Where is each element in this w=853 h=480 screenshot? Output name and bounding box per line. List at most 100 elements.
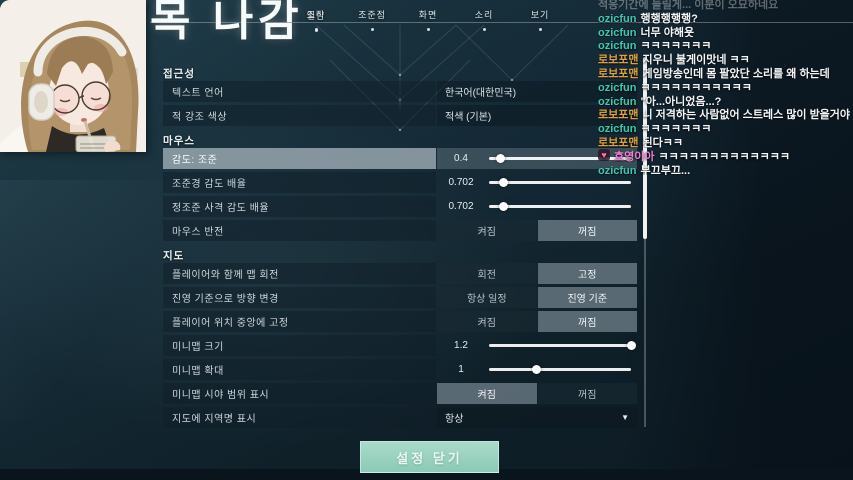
chat-text: 된다ㅋㅋ (642, 136, 683, 148)
slider-handle[interactable] (531, 365, 541, 374)
slider-handle[interactable] (499, 202, 509, 211)
slider-handle[interactable] (496, 154, 506, 163)
setting-row: 지도에 지역명 표시 항상 ▼ (163, 407, 637, 428)
setting-row: 감도: 조준 0.4 (163, 148, 637, 169)
scrollbar-thumb[interactable] (643, 57, 647, 239)
subscriber-heart-badge-icon: ♥ (598, 148, 610, 161)
slider-track[interactable] (489, 365, 631, 374)
slider-value: 0.702 (448, 201, 474, 212)
value-dropdown[interactable]: 항상 ▼ (437, 407, 637, 428)
toggle-option-unselected[interactable]: 꺼짐 (537, 383, 637, 404)
setting-value: 켜짐 꺼짐 (437, 311, 637, 332)
chat-username: 로보포맨 (598, 54, 639, 65)
setting-label: 미니맵 확대 (163, 359, 436, 380)
value-dropdown[interactable]: 한국어(대한민국) (437, 81, 637, 102)
section-header: 접근성 (163, 68, 195, 80)
toggle-option-selected[interactable]: 켜짐 (437, 383, 537, 404)
tab-label: 보기 (530, 10, 550, 20)
setting-row: 마우스 반전 켜짐 꺼짐 (163, 220, 637, 241)
setting-row: 텍스트 언어 한국어(대한민국) (163, 81, 637, 102)
setting-label: 감도: 조준 (163, 148, 436, 169)
tab-item-0[interactable]: 조작 (288, 8, 344, 31)
chat-username: 로보포맨 (598, 67, 639, 79)
setting-row: 플레이어 위치 중앙에 고정 켜짐 꺼짐 (163, 311, 637, 332)
chat-message: ♥ 호영이아 ㅋㅋㅋㅋㅋㅋㅋㅋㅋㅋㅋㅋㅋ (598, 148, 853, 162)
chat-message: ozicfun ㅋㅋㅋㅋㅋㅋㅋ (598, 120, 853, 134)
chat-username: ozicfun (598, 164, 637, 176)
slider-value: 1.2 (454, 340, 468, 351)
setting-value: 켜짐 꺼짐 (437, 220, 637, 241)
tab-label: 조작 (306, 10, 326, 20)
anime-girl-illustration (0, 0, 146, 152)
setting-value: 회전 고정 (437, 263, 637, 284)
setting-value: 항상 ▼ (437, 407, 637, 428)
toggle-option-selected[interactable]: 꺼짐 (537, 220, 637, 241)
chat-text: 행행행행행? (640, 12, 698, 24)
chat-username: 로보포맨 (598, 136, 639, 148)
toggle-option-selected[interactable]: 진영 기준 (537, 287, 637, 308)
tab-item-1[interactable]: 조준점 (344, 8, 400, 31)
chat-message: ozicfun ㅋㅋㅋㅋㅋㅋㅋㅋㅋㅋㅋ (598, 79, 853, 93)
chat-message: 로보포맨 니 저격하는 사람없어 스트레스 많이 받을거야 (598, 106, 853, 120)
chat-message: ozicfun ㅋㅋㅋㅋㅋㅋㅋ (598, 37, 853, 51)
toggle-option-unselected[interactable]: 회전 (437, 263, 537, 284)
settings-tab-bar: 조작 조준점 화면 소리 보기 (288, 8, 568, 31)
tab-item-3[interactable]: 소리 (456, 8, 512, 31)
chat-message: 로보포맨 지우니 불게이맛네 ㅋㅋ (598, 51, 853, 65)
toggle-option-unselected[interactable]: 켜짐 (437, 311, 537, 332)
setting-row: 정조준 사격 감도 배율 0.702 (163, 196, 637, 217)
setting-label: 정조준 사격 감도 배율 (163, 196, 436, 217)
chat-text: 적응기간에 들릴게... 이분이 오묘하네요 (598, 0, 779, 10)
toggle-option-selected[interactable]: 고정 (537, 263, 637, 284)
toggle-option-unselected[interactable]: 켜짐 (437, 220, 537, 241)
slider-handle[interactable] (499, 178, 509, 187)
tab-indicator-dot (370, 28, 374, 31)
chat-message: ozicfun 너무 야해욧 (598, 24, 853, 38)
setting-label: 조준경 감도 배율 (163, 172, 436, 193)
slider-track[interactable] (489, 178, 631, 187)
tab-label: 소리 (474, 10, 494, 20)
setting-value: 0.702 (437, 196, 637, 217)
chat-message: ozicfun "아...아니었음...? (598, 93, 853, 107)
chat-text: 게임방송인데 몸 팔았단 소리를 왜 하는데 (642, 67, 830, 79)
chat-username: ozicfun (598, 81, 637, 93)
setting-label: 진영 기준으로 방향 변경 (163, 287, 436, 308)
toggle-option-selected[interactable]: 꺼짐 (537, 311, 637, 332)
chat-username: ozicfun (598, 40, 637, 52)
chat-username: ozicfun (598, 95, 637, 107)
setting-value: 한국어(대한민국) (437, 81, 637, 102)
setting-label: 지도에 지역명 표시 (163, 407, 436, 428)
setting-row: 적 강조 색상 적색 (기본) (163, 105, 637, 126)
setting-label: 플레이어 위치 중앙에 고정 (163, 311, 436, 332)
chat-text: 부끄부끄... (640, 164, 691, 176)
chat-text: ㅋㅋㅋㅋㅋㅋㅋ (640, 123, 712, 134)
chat-message: 로보포맨 된다ㅋㅋ (598, 134, 853, 148)
setting-row: 조준경 감도 배율 0.702 (163, 172, 637, 193)
setting-value: 1.2 (437, 335, 637, 356)
tab-item-4[interactable]: 보기 (512, 8, 568, 31)
slider-handle[interactable] (627, 341, 636, 350)
slider-track[interactable] (489, 341, 636, 350)
value-dropdown[interactable]: 적색 (기본) (437, 105, 637, 126)
slider-value: 0.4 (454, 153, 468, 164)
tab-indicator-dot (482, 28, 486, 31)
setting-value: 0.702 (437, 172, 637, 193)
toggle-option-unselected[interactable]: 항상 일정 (437, 287, 537, 308)
tab-item-2[interactable]: 화면 (400, 8, 456, 31)
settings-scrollbar[interactable] (643, 57, 647, 427)
chat-username: ozicfun (598, 12, 637, 24)
setting-label: 미니맵 크기 (163, 335, 436, 356)
slider-value: 0.702 (448, 177, 474, 188)
chat-username: 호영이아 (614, 150, 655, 162)
chat-text: "아...아니었음...? (640, 95, 722, 107)
setting-row: 미니맵 크기 1.2 (163, 335, 637, 356)
slider-track[interactable] (489, 202, 631, 211)
slider-track[interactable] (489, 154, 631, 163)
setting-row: 플레이어와 함께 맵 회전 회전 고정 (163, 263, 637, 284)
setting-value: 켜짐 꺼짐 (437, 383, 637, 404)
close-settings-button[interactable]: 설정 닫기 (360, 441, 499, 473)
chat-message: ozicfun 부끄부끄... (598, 162, 853, 176)
chat-overlay: 적응기간에 들릴게... 이분이 오묘하네요 ozicfun 행행행행행? ozicf… (598, 0, 853, 175)
setting-label: 마우스 반전 (163, 220, 436, 241)
slider-value: 1 (458, 364, 464, 375)
